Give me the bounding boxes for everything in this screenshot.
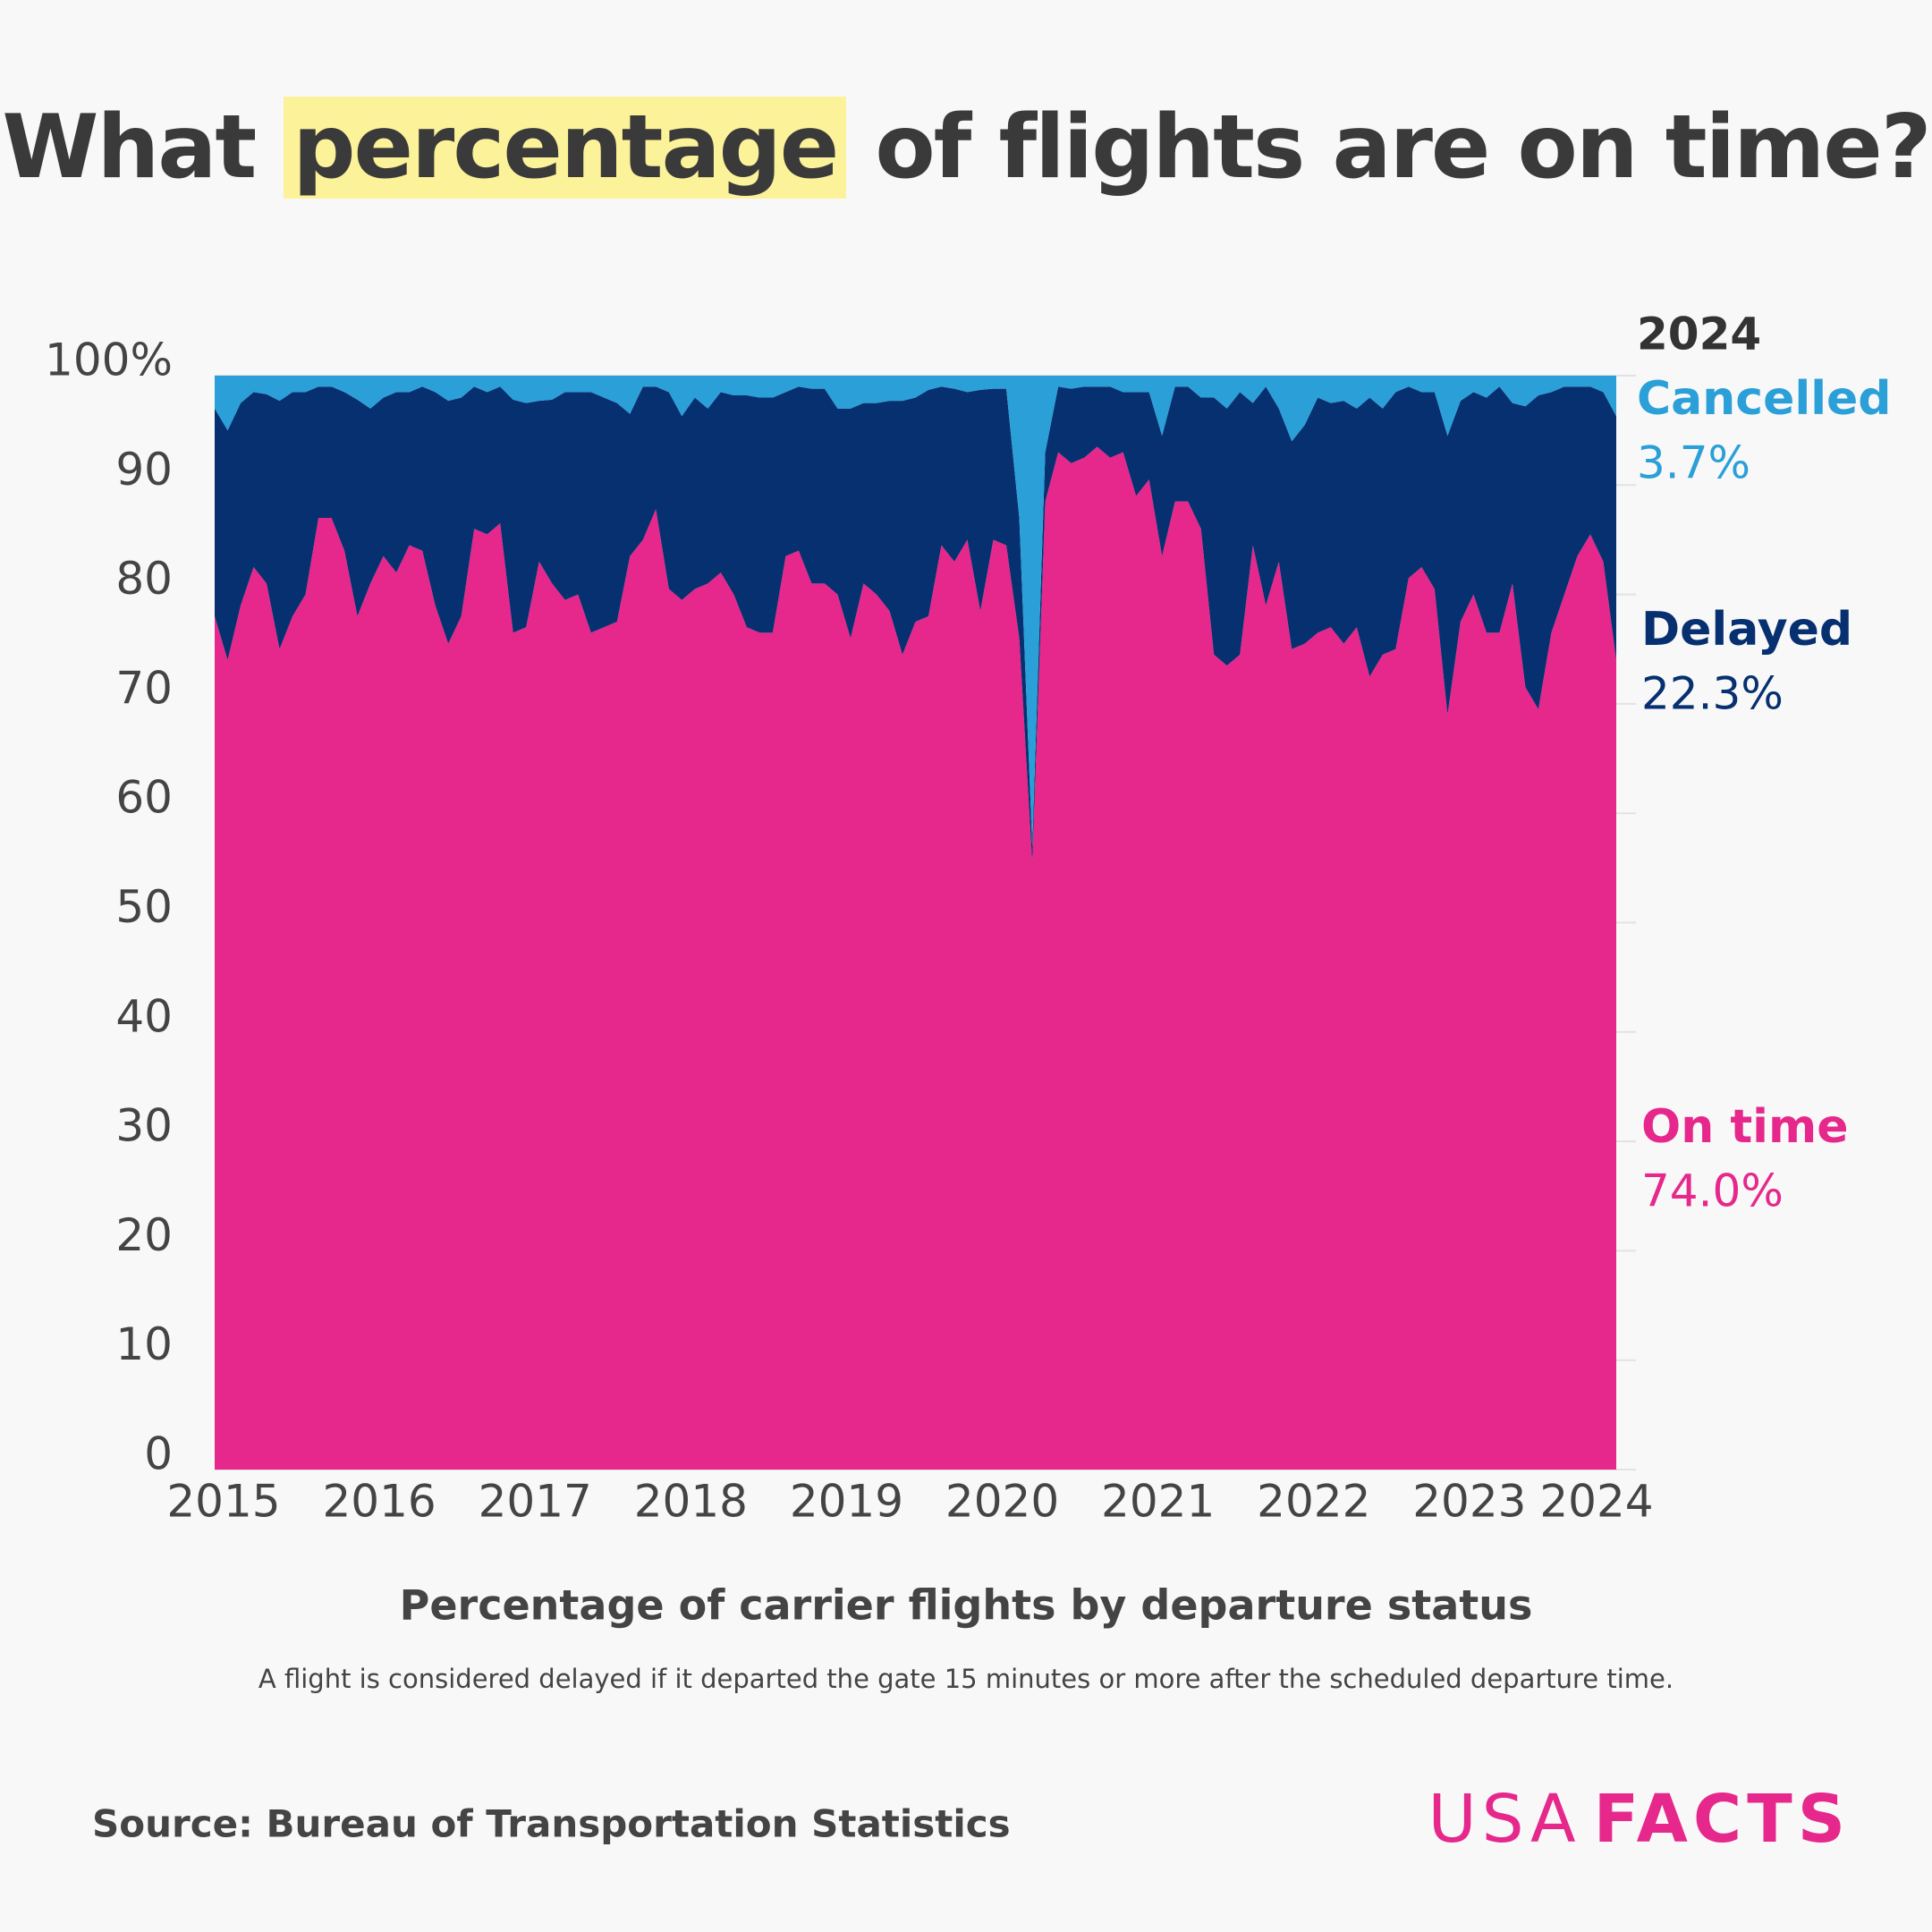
value-label: 74.0% [1641,1165,1784,1217]
legend-label: Delayed [1641,603,1852,657]
y-tick-label: 30 [115,1100,173,1152]
value-label: 3.7% [1637,437,1750,489]
x-tick-label: 2020 [945,1476,1059,1528]
y-tick-label: 50 [115,881,173,933]
value-label: 22.3% [1641,668,1784,720]
y-tick-label: 10 [115,1318,173,1370]
y-tick-label: 80 [115,553,173,605]
x-tick-label: 2016 [322,1476,436,1528]
legend-label: Cancelled [1637,372,1892,426]
y-tick-label: 40 [115,990,173,1042]
x-tick-label: 2021 [1101,1476,1215,1528]
area [215,386,1616,863]
logo-bold: FACTS [1594,1781,1851,1858]
x-tick-label: 2017 [479,1476,592,1528]
y-tick-label: 20 [115,1209,173,1261]
x-tick-label: 2023 [1412,1476,1526,1528]
x-tick-label: 2024 [1539,1476,1653,1528]
title-highlight: percentage [284,97,847,199]
x-tick-label: 2015 [166,1476,280,1528]
source: Source: Bureau of Transportation Statist… [92,1802,1011,1846]
subtitle: Percentage of carrier flights by departu… [400,1581,1533,1630]
logo-light: USA [1428,1781,1580,1858]
y-tick-label: 0 [144,1428,173,1480]
x-tick-label: 2018 [634,1476,748,1528]
legend-label: On time [1641,1100,1848,1154]
x-tick-label: 2019 [790,1476,903,1528]
y-tick-label: 100% [45,335,173,386]
y-tick-label: 90 [115,444,173,496]
title-text: of flights are on time? [875,97,1931,199]
title-text: What [2,97,257,199]
area [215,446,1616,1470]
chart-title: What percentage of flights are on time? [0,97,1932,199]
note: A flight is considered delayed if it dep… [258,1664,1674,1694]
y-tick-label: 60 [115,772,173,824]
x-tick-label: 2022 [1257,1476,1370,1528]
logo: USA FACTS [1428,1781,1851,1858]
legend-header: 2024 [1637,309,1761,360]
y-tick-label: 70 [115,662,173,714]
